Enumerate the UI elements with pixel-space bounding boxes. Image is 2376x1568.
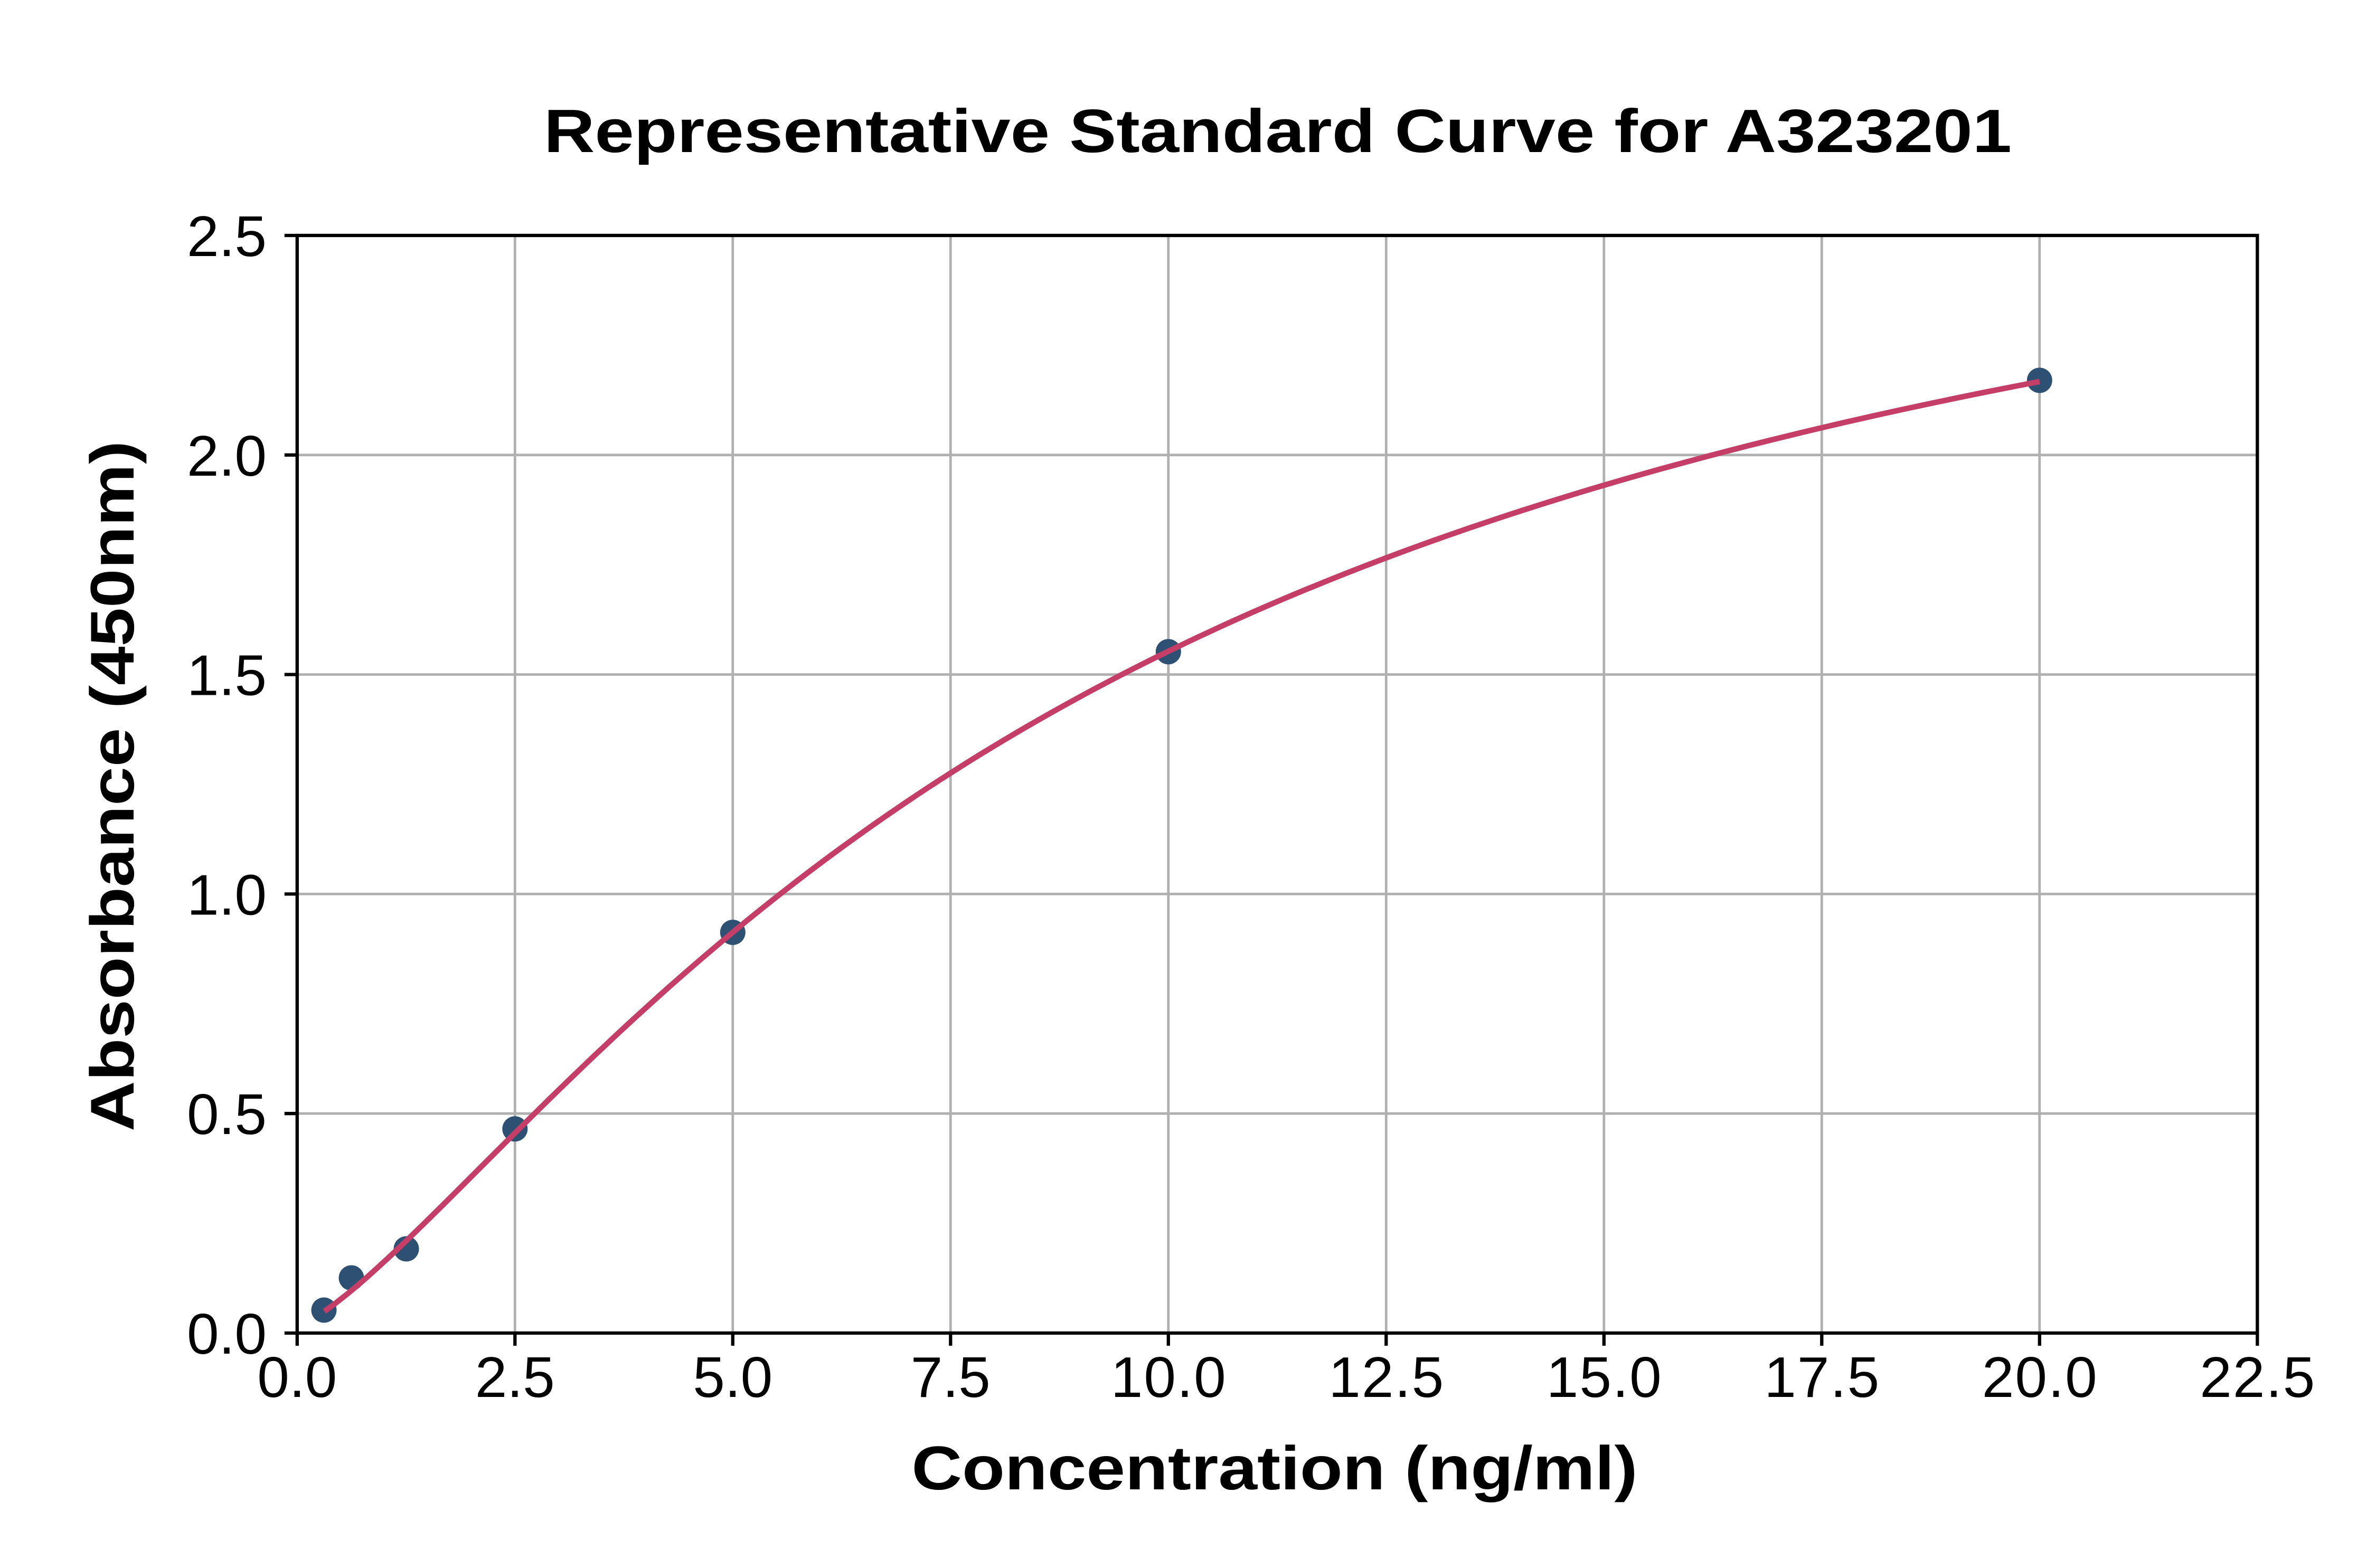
svg-text:22.5: 22.5 xyxy=(2200,1345,2315,1410)
svg-text:17.5: 17.5 xyxy=(1764,1345,1879,1410)
svg-text:2.0: 2.0 xyxy=(187,424,267,488)
svg-text:0.0: 0.0 xyxy=(257,1345,337,1410)
svg-text:5.0: 5.0 xyxy=(693,1345,772,1410)
svg-text:Absorbance (450nm): Absorbance (450nm) xyxy=(78,441,147,1131)
svg-text:1.0: 1.0 xyxy=(187,863,267,927)
svg-text:1.5: 1.5 xyxy=(187,644,267,708)
svg-text:20.0: 20.0 xyxy=(1982,1345,2097,1410)
svg-text:15.0: 15.0 xyxy=(1547,1345,1662,1410)
svg-text:2.5: 2.5 xyxy=(475,1345,555,1410)
svg-text:Representative Standard Curve: Representative Standard Curve for A32320… xyxy=(544,97,2012,165)
svg-text:7.5: 7.5 xyxy=(911,1345,991,1410)
svg-text:2.5: 2.5 xyxy=(187,204,267,269)
svg-text:10.0: 10.0 xyxy=(1111,1345,1226,1410)
svg-text:0.5: 0.5 xyxy=(187,1082,267,1147)
svg-text:0.0: 0.0 xyxy=(187,1302,267,1366)
svg-text:12.5: 12.5 xyxy=(1328,1345,1444,1410)
svg-text:Concentration (ng/ml): Concentration (ng/ml) xyxy=(912,1433,1638,1503)
